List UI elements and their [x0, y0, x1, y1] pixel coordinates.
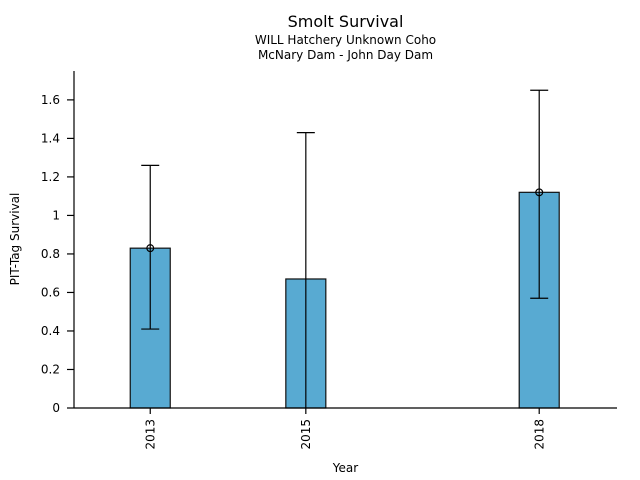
y-tick-label-0.4: 0.4	[41, 324, 60, 338]
y-tick-label-0.6: 0.6	[41, 285, 60, 299]
y-tick-label-0: 0	[52, 401, 60, 415]
y-tick-label-1.2: 1.2	[41, 170, 60, 184]
y-tick-label-1.4: 1.4	[41, 131, 60, 145]
x-tick-label-2018: 2018	[532, 419, 546, 450]
x-tick-label-2015: 2015	[299, 419, 313, 450]
y-tick-label-1.6: 1.6	[41, 93, 60, 107]
chart-title: Smolt Survival	[287, 12, 404, 31]
x-axis-label: Year	[332, 461, 359, 475]
point-marker-2018	[535, 188, 544, 197]
y-tick-label-1: 1	[52, 208, 60, 222]
y-tick-label-0.2: 0.2	[41, 362, 60, 376]
chart-subtitle-line1: WILL Hatchery Unknown Coho	[254, 33, 437, 47]
chart-subtitle-line2: McNary Dam - John Day Dam	[257, 48, 434, 62]
x-tick-label-2013: 2013	[143, 419, 157, 450]
y-tick-label-0.8: 0.8	[41, 247, 60, 261]
point-marker-2013	[146, 244, 155, 253]
